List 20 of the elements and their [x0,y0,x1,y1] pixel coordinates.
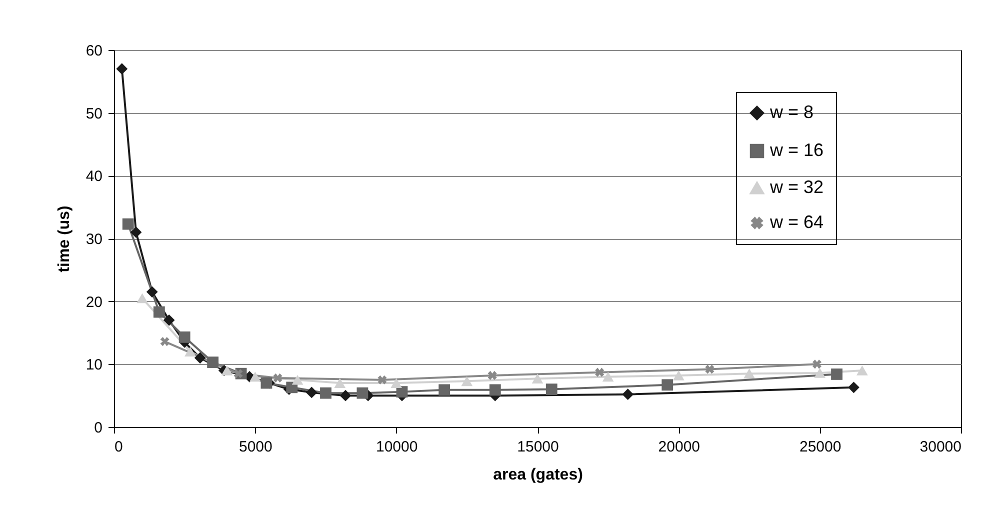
y-tick-label: 20 [86,294,102,311]
y-tick-label: 60 [86,42,102,60]
x-tick-label: 25000 [799,438,842,456]
x-tick-label: 10000 [376,438,418,456]
y-tick-label: 40 [86,168,102,186]
legend-label: w = 64 [769,212,824,232]
legend-label: w = 32 [769,177,824,197]
legend-label: w = 8 [769,102,814,122]
x-tick-label: 5000 [238,438,272,456]
y-tick-label: 30 [86,231,102,248]
x-axis-title: area (gates) [493,466,583,484]
legend-label: w = 16 [769,140,824,160]
y-tick-label: 10 [86,356,102,374]
x-tick-label: 30000 [920,438,962,456]
y-tick-label: 0 [94,420,102,436]
x-tick-label: 20000 [658,438,700,456]
x-tick-label: 0 [114,438,123,456]
y-tick-label: 50 [86,105,102,122]
y-axis-title: time (us) [56,206,73,272]
x-tick-label: 15000 [517,438,559,456]
